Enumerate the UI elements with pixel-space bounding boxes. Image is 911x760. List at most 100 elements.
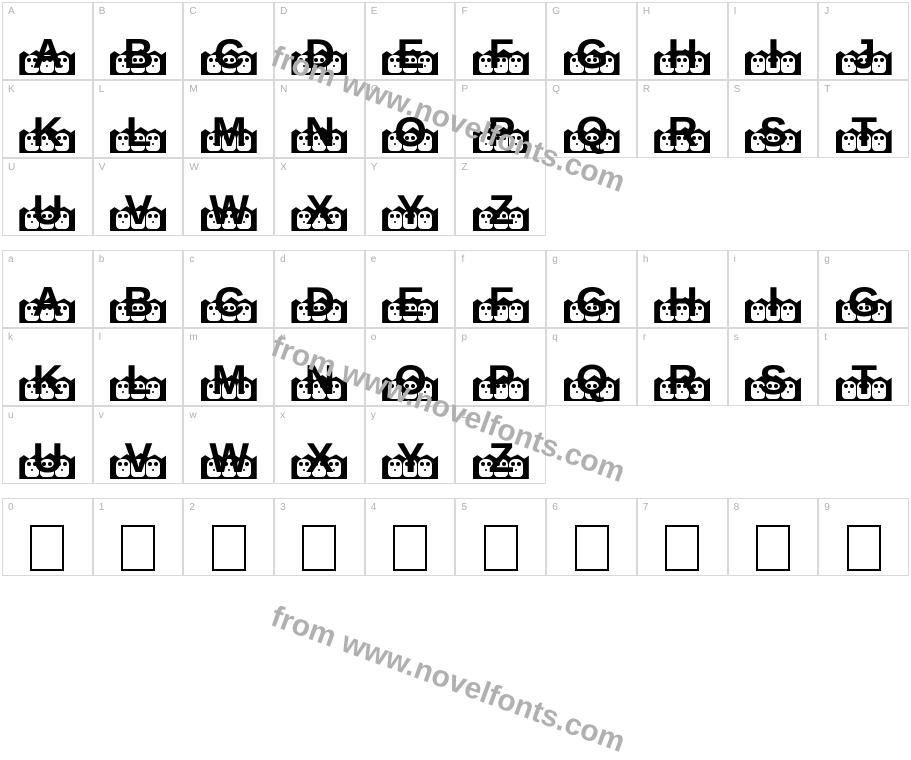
glyph-cell: wW <box>183 406 274 484</box>
glyph-cell: aA <box>2 250 93 328</box>
glyph-letter: H <box>668 281 697 323</box>
character-map: AABBCCDDEEFFGGHHIIJJKKLLMMNNOOPPQQRRSSTT… <box>2 2 909 576</box>
glyph-letter: X <box>306 437 333 479</box>
missing-glyph-box <box>393 525 427 571</box>
glyph-cell: 8 <box>728 498 819 576</box>
cell-label: C <box>189 6 196 17</box>
glyph-letter: P <box>487 111 514 153</box>
cell-label: R <box>643 84 650 95</box>
glyph-wrap: E <box>380 25 440 75</box>
cell-label: f <box>461 254 464 265</box>
glyph-letter: B <box>123 281 152 323</box>
missing-glyph-box <box>575 525 609 571</box>
glyph-wrap: D <box>289 273 349 323</box>
owl-icon <box>781 303 795 321</box>
glyph-letter: O <box>394 111 426 153</box>
glyph-letter: S <box>759 111 786 153</box>
glyph-cell: zZ <box>455 406 546 484</box>
glyph-letter: D <box>305 33 334 75</box>
glyph-wrap: I <box>743 273 803 323</box>
owl-icon <box>781 55 795 73</box>
glyph-cell: dD <box>274 250 365 328</box>
glyph-wrap: H <box>652 25 712 75</box>
cell-label: 8 <box>734 502 740 513</box>
missing-glyph-box <box>212 525 246 571</box>
cell-label: k <box>8 332 13 343</box>
glyph-wrap: X <box>289 429 349 479</box>
cell-label: A <box>8 6 15 17</box>
glyph-cell: XX <box>274 158 365 236</box>
glyph-letter: P <box>487 359 514 401</box>
glyph-letter: A <box>33 33 62 75</box>
glyph-wrap: F <box>471 273 531 323</box>
glyph-cell: 3 <box>274 498 365 576</box>
glyph-letter: I <box>768 281 779 323</box>
glyph-wrap: J <box>834 25 894 75</box>
glyph-cell: DD <box>274 2 365 80</box>
glyph-cell: eE <box>365 250 456 328</box>
glyph-wrap: Y <box>380 181 440 231</box>
glyph-wrap: U <box>17 181 77 231</box>
glyph-wrap: M <box>199 103 259 153</box>
glyph-cell <box>728 406 819 484</box>
glyph-cell: PP <box>455 80 546 158</box>
glyph-cell: HH <box>637 2 728 80</box>
cell-label: m <box>189 332 197 343</box>
glyph-letter: T <box>851 359 876 401</box>
glyph-letter: O <box>394 359 426 401</box>
glyph-cell: OO <box>365 80 456 158</box>
cell-label: 0 <box>8 502 14 513</box>
glyph-wrap: C <box>199 25 259 75</box>
glyph-wrap: O <box>380 103 440 153</box>
cell-label: u <box>8 410 14 421</box>
cell-label: s <box>734 332 739 343</box>
cell-label: i <box>734 254 736 265</box>
cell-label: G <box>552 6 560 17</box>
cell-label: b <box>99 254 105 265</box>
glyph-wrap: B <box>108 25 168 75</box>
glyph-letter: Y <box>397 437 424 479</box>
glyph-letter: Z <box>489 437 514 479</box>
glyph-cell: UU <box>2 158 93 236</box>
cell-label: J <box>824 6 829 17</box>
cell-label: S <box>734 84 741 95</box>
glyph-cell: 6 <box>546 498 637 576</box>
glyph-cell: uU <box>2 406 93 484</box>
glyph-letter: G <box>576 281 608 323</box>
glyph-wrap <box>562 521 622 571</box>
glyph-letter: E <box>397 33 424 75</box>
cell-label: q <box>552 332 558 343</box>
glyph-section: AABBCCDDEEFFGGHHIIJJKKLLMMNNOOPPQQRRSSTT… <box>2 2 909 236</box>
glyph-cell: vV <box>93 406 184 484</box>
glyph-cell: VV <box>93 158 184 236</box>
glyph-letter: V <box>125 437 152 479</box>
glyph-letter: M <box>212 359 246 401</box>
glyph-cell <box>818 406 909 484</box>
cell-label: 1 <box>99 502 105 513</box>
glyph-wrap: D <box>289 25 349 75</box>
cell-label: y <box>371 410 376 421</box>
glyph-letter: H <box>668 33 697 75</box>
glyph-wrap: X <box>289 181 349 231</box>
glyph-cell: kK <box>2 328 93 406</box>
glyph-letter: G <box>848 281 880 323</box>
glyph-cell: nN <box>274 328 365 406</box>
glyph-wrap: O <box>380 351 440 401</box>
glyph-cell: MM <box>183 80 274 158</box>
cell-label: g <box>824 254 830 265</box>
glyph-letter: R <box>668 359 697 401</box>
glyph-letter: S <box>759 359 786 401</box>
glyph-letter: L <box>126 359 151 401</box>
cell-label: V <box>99 162 106 173</box>
cell-label: 3 <box>280 502 286 513</box>
glyph-cell: GG <box>546 2 637 80</box>
glyph-letter: V <box>125 189 152 231</box>
glyph-section: aAbBcCdDeEfFgGhHiIgGkKlLmMnNoOpPqQrRsStT… <box>2 250 909 484</box>
glyph-cell: LL <box>93 80 184 158</box>
cell-label: v <box>99 410 104 421</box>
glyph-cell: tT <box>818 328 909 406</box>
glyph-wrap: B <box>108 273 168 323</box>
glyph-cell: pP <box>455 328 546 406</box>
cell-label: n <box>280 332 286 343</box>
glyph-cell: CC <box>183 2 274 80</box>
